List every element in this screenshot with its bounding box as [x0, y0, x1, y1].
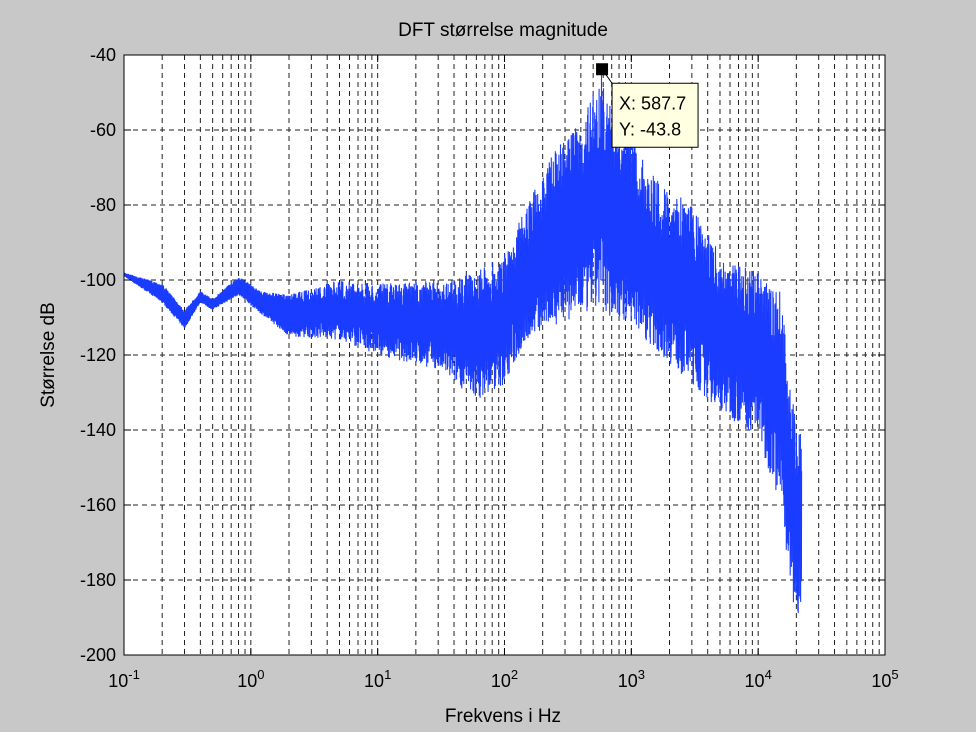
spectrum-line — [123, 71, 803, 614]
y-tick-label: -40 — [90, 45, 116, 65]
datatip[interactable]: X: 587.7 Y: -43.8 — [596, 63, 699, 148]
y-axis-label: Størrelse dB — [38, 302, 59, 408]
x-tick-label: 100 — [237, 667, 264, 691]
y-tick-label: -180 — [80, 570, 116, 590]
datatip-x-text: X: 587.7 — [619, 93, 686, 113]
plot-area — [123, 54, 886, 656]
x-tick-label: 103 — [618, 667, 645, 691]
x-tick-labels: 10-1 100 101 102 103 104 105 — [108, 667, 898, 691]
x-tick-label: 102 — [491, 667, 518, 691]
y-tick-label: -140 — [80, 420, 116, 440]
x-axis-label: Frekvens i Hz — [445, 706, 561, 727]
y-tick-label: -160 — [80, 495, 116, 515]
x-tick-label: 105 — [871, 667, 898, 691]
datatip-marker[interactable] — [596, 63, 609, 76]
y-tick-label: -200 — [80, 645, 116, 665]
y-tick-label: -80 — [90, 195, 116, 215]
y-tick-label: -60 — [90, 120, 116, 140]
y-tick-label: -120 — [80, 345, 116, 365]
datatip-y-text: Y: -43.8 — [619, 119, 681, 139]
y-tick-label: -100 — [80, 270, 116, 290]
datatip-box[interactable] — [611, 82, 699, 148]
x-tick-label: 104 — [745, 667, 772, 691]
x-tick-label: 101 — [364, 667, 391, 691]
x-tick-label: 10-1 — [108, 667, 140, 691]
chart-title: DFT størrelse magnitude — [398, 20, 608, 41]
y-tick-labels: -40 -60 -80 -100 -120 -140 -160 -180 -200 — [80, 45, 116, 665]
data-series — [123, 71, 803, 614]
tick-marks — [123, 54, 886, 656]
